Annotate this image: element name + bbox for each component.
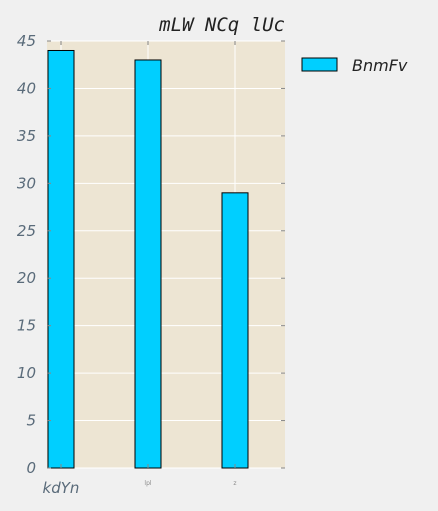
y-tick-label: 20 xyxy=(17,269,36,287)
y-tick-label: 45 xyxy=(17,32,36,50)
legend: BnmFv xyxy=(301,56,408,75)
chart-title: mLW NCq lUc xyxy=(158,14,285,36)
y-tick-label: 5 xyxy=(26,412,36,430)
y-axis: 0 5 10 15 20 25 30 35 40 45 xyxy=(17,32,285,477)
y-tick-label: 0 xyxy=(26,459,36,477)
bars xyxy=(47,49,249,469)
bar-z xyxy=(221,192,249,469)
legend-swatch xyxy=(301,57,338,72)
y-tick-label: 15 xyxy=(17,317,36,335)
x-tick-label: z xyxy=(233,480,236,487)
legend-label: BnmFv xyxy=(352,56,408,75)
y-tick-label: 10 xyxy=(17,364,36,382)
bar-lpl xyxy=(134,59,162,469)
y-tick-label: 35 xyxy=(17,127,36,145)
plot-area xyxy=(47,41,285,468)
x-tick-label: kdYn xyxy=(43,479,80,497)
y-tick-label: 25 xyxy=(17,222,36,240)
x-tick-label: lpl xyxy=(144,480,151,487)
y-tick-label: 30 xyxy=(17,174,36,192)
y-tick-label: 40 xyxy=(17,79,36,97)
bar-kdYn xyxy=(47,49,75,469)
x-axis: kdYn lpl z xyxy=(43,41,237,497)
